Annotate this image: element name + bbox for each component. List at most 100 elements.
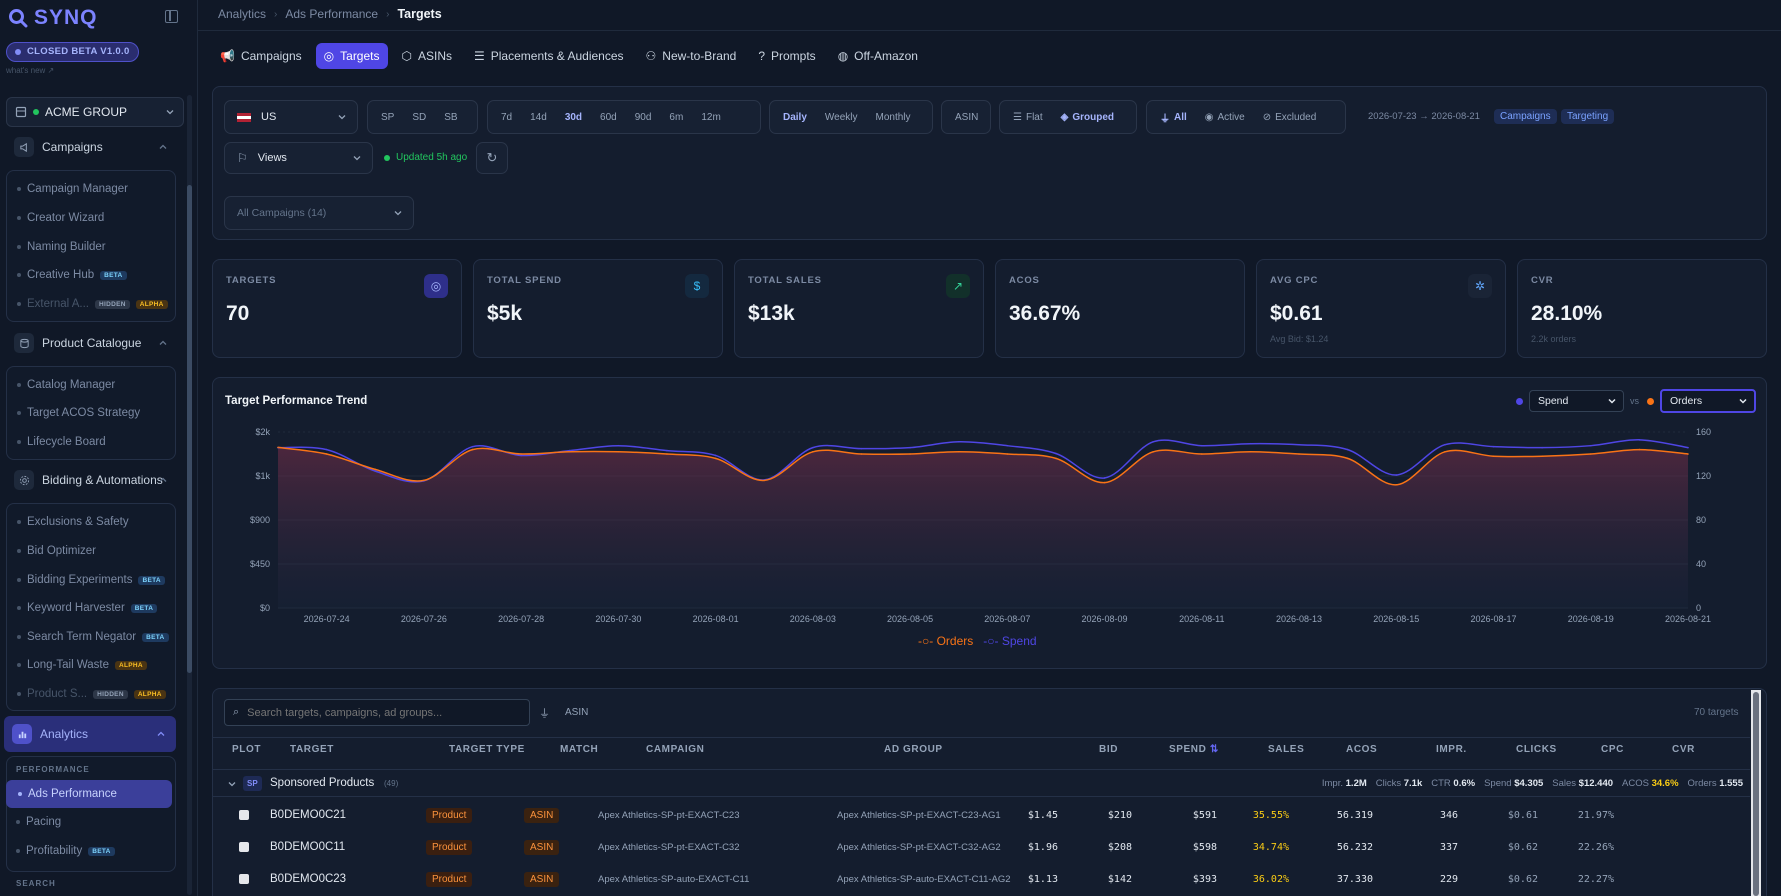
tab-targets[interactable]: ◎ Targets xyxy=(315,43,388,69)
range-90d[interactable]: 90d xyxy=(634,111,652,123)
col-acos[interactable]: ACOS xyxy=(1346,744,1378,755)
granularity-weekly[interactable]: Weekly xyxy=(824,111,858,123)
table-row[interactable]: B0DEMO0C23 Product ASIN Apex Athletics-SP-a… xyxy=(212,863,1752,895)
tab-placements[interactable]: ☰ Placements & Audiences xyxy=(474,49,624,63)
cell-match: ASIN xyxy=(524,871,560,887)
table-row[interactable]: B0DEMO0C11 Product ASIN Apex Athletics-SP-p… xyxy=(212,831,1752,863)
breadcrumb-ads-performance[interactable]: Ads Performance xyxy=(285,7,379,21)
col-cvr[interactable]: CVR xyxy=(1672,744,1695,755)
range-6m[interactable]: 6m xyxy=(669,111,684,123)
search-input[interactable] xyxy=(247,706,508,719)
status-excluded[interactable]: ⊘ Excluded xyxy=(1262,111,1317,123)
campaigns-select[interactable]: All Campaigns (14) xyxy=(224,196,414,230)
sidebar-item-exclusions[interactable]: Exclusions & Safety xyxy=(17,512,129,532)
status-all[interactable]: ⏚ All xyxy=(1160,111,1187,125)
legend-orders[interactable]: -○- Orders xyxy=(918,634,974,648)
country-select[interactable]: US xyxy=(224,100,358,134)
sidebar-item-campaign-manager[interactable]: Campaign Manager xyxy=(17,179,128,199)
whats-new-link[interactable]: what's new ↗ xyxy=(6,66,55,75)
sidebar-item-creative-hub[interactable]: Creative Hub BETA xyxy=(17,265,127,285)
range-30d[interactable]: 30d xyxy=(564,111,583,123)
range-7d[interactable]: 7d xyxy=(501,111,513,123)
right-metric-select[interactable]: Orders xyxy=(1660,389,1756,413)
col-sales[interactable]: SALES xyxy=(1268,744,1305,755)
granularity-daily[interactable]: Daily xyxy=(783,111,807,123)
pill-campaigns[interactable]: Campaigns xyxy=(1494,109,1557,124)
sidebar-item-bidding-experiments[interactable]: Bidding Experiments BETA xyxy=(17,570,165,590)
table-row[interactable]: B0DEMO0C21 Product ASIN Apex Athletics-SP-p… xyxy=(212,799,1752,831)
col-cpc[interactable]: CPC xyxy=(1601,744,1624,755)
sidebar-item-naming-builder[interactable]: Naming Builder xyxy=(17,237,106,257)
account-switcher[interactable]: ACME GROUP xyxy=(6,97,184,127)
sidebar-item-bid-optimizer[interactable]: Bid Optimizer xyxy=(17,541,96,561)
col-match[interactable]: MATCH xyxy=(560,744,599,755)
beta-version-badge[interactable]: CLOSED BETA V1.0.0 xyxy=(6,42,139,62)
sidebar-item-product-s[interactable]: Product S... HIDDEN ALPHA xyxy=(17,684,166,704)
left-metric-select[interactable]: Spend xyxy=(1529,390,1624,412)
chevron-down-icon[interactable] xyxy=(227,779,237,789)
view-flat[interactable]: ☰ Flat xyxy=(1013,111,1043,123)
sidebar-scrollbar-thumb[interactable] xyxy=(187,185,192,673)
sidebar-section-bidding[interactable]: Bidding & Automations xyxy=(6,467,176,493)
col-ad-group[interactable]: AD GROUP xyxy=(884,744,943,755)
col-target-type[interactable]: TARGET TYPE xyxy=(449,744,525,755)
range-60d[interactable]: 60d xyxy=(600,111,617,123)
range-14d[interactable]: 14d xyxy=(530,111,547,123)
sidebar-item-target-acos-strategy[interactable]: Target ACOS Strategy xyxy=(17,403,140,423)
sidebar-item-lifecycle-board[interactable]: Lifecycle Board xyxy=(17,432,106,452)
table-filter-icon[interactable]: ⏚ xyxy=(539,708,550,720)
sidebar-item-ads-performance[interactable]: Ads Performance xyxy=(6,780,172,808)
ad-type-sp[interactable]: SP xyxy=(381,111,395,123)
plot-checkbox[interactable] xyxy=(239,874,249,884)
sidebar-section-campaigns[interactable]: Campaigns xyxy=(6,134,176,160)
sidebar-item-search-term-negator[interactable]: Search Term Negator BETA xyxy=(17,627,169,647)
sidebar-item-catalog-manager[interactable]: Catalog Manager xyxy=(17,375,115,395)
table-filter-label[interactable]: ASIN xyxy=(565,707,589,718)
refresh-button[interactable]: ↻ xyxy=(476,142,508,174)
tab-prompts[interactable]: ? Prompts xyxy=(758,49,816,63)
tab-campaigns[interactable]: 📢 Campaigns xyxy=(220,49,302,63)
col-target[interactable]: TARGET xyxy=(290,744,334,755)
cell-target[interactable]: B0DEMO0C11 xyxy=(270,841,346,853)
status-active[interactable]: ◉ Active xyxy=(1204,111,1245,123)
breadcrumb-analytics[interactable]: Analytics xyxy=(218,7,267,21)
trend-chart[interactable]: $0 $450 $900 $1k $2k 0 40 80 120 160 2026-07-24 202… xyxy=(218,418,1763,628)
range-12m[interactable]: 12m xyxy=(701,111,721,123)
view-grouped[interactable]: ◈ Grouped xyxy=(1060,111,1115,123)
col-plot[interactable]: PLOT xyxy=(232,744,262,755)
cell-target[interactable]: B0DEMO0C23 xyxy=(270,873,347,885)
orders-point xyxy=(666,453,668,455)
cell-target[interactable]: B0DEMO0C21 xyxy=(270,809,347,821)
plot-checkbox[interactable] xyxy=(239,810,249,820)
sidebar-section-analytics[interactable]: Analytics xyxy=(4,716,176,752)
pill-targeting[interactable]: Targeting xyxy=(1561,109,1615,124)
collapse-sidebar-icon[interactable] xyxy=(165,10,178,23)
views-select[interactable]: ⚐ Views xyxy=(224,142,373,174)
granularity-monthly[interactable]: Monthly xyxy=(875,111,911,123)
col-bid[interactable]: BID xyxy=(1099,744,1119,755)
sidebar-item-pacing[interactable]: Pacing xyxy=(16,812,61,832)
tab-new-to-brand[interactable]: ⚇ New-to-Brand xyxy=(645,49,737,63)
sidebar-item-creator-wizard[interactable]: Creator Wizard xyxy=(17,208,104,228)
x-tick: 2026-08-07 xyxy=(984,614,1030,624)
tab-off-amazon[interactable]: ◍ Off-Amazon xyxy=(837,49,918,63)
col-clicks[interactable]: CLICKS xyxy=(1516,744,1557,755)
col-spend[interactable]: SPEND ⇅ xyxy=(1169,744,1219,755)
search-input-box[interactable]: ⌕ xyxy=(224,699,530,726)
sidebar-section-product-catalogue[interactable]: Product Catalogue xyxy=(6,330,176,356)
sidebar-item-external[interactable]: External A... HIDDEN ALPHA xyxy=(17,294,168,314)
table-scrollbar-thumb[interactable] xyxy=(1753,692,1759,896)
asin-toggle[interactable]: ASIN xyxy=(941,100,991,134)
col-impr[interactable]: IMPR. xyxy=(1436,744,1467,755)
ad-type-sb[interactable]: SB xyxy=(444,111,458,123)
sidebar-item-keyword-harvester[interactable]: Keyword Harvester BETA xyxy=(17,598,158,618)
tab-asins[interactable]: ⬡ ASINs xyxy=(401,49,453,63)
sidebar-item-long-tail-waste[interactable]: Long-Tail Waste ALPHA xyxy=(17,655,147,675)
sidebar-item-profitability[interactable]: Profitability BETA xyxy=(16,841,115,861)
col-campaign[interactable]: CAMPAIGN xyxy=(646,744,705,755)
logo[interactable]: SYNQ xyxy=(8,6,98,30)
legend-spend[interactable]: -○- Spend xyxy=(983,634,1037,648)
ad-type-sd[interactable]: SD xyxy=(412,111,427,123)
group-row-sponsored-products[interactable]: SP Sponsored Products (49) Impr. 1.2M Cl… xyxy=(212,769,1750,797)
plot-checkbox[interactable] xyxy=(239,842,249,852)
